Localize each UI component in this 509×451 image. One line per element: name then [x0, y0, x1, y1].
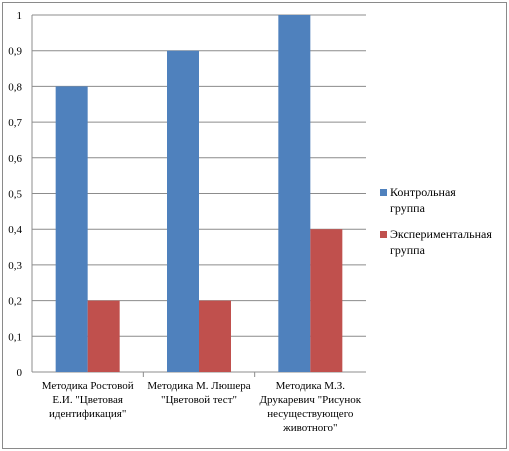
y-tick-label: 0,9: [8, 46, 22, 58]
legend-label: Контрольная: [390, 185, 456, 199]
legend-label: Экспериментальная: [390, 227, 492, 241]
bar: [87, 300, 120, 372]
bar: [310, 229, 343, 372]
y-tick-label: 0,8: [8, 81, 22, 93]
y-tick-label: 0,5: [8, 189, 22, 201]
x-category-label: идентификация": [49, 408, 126, 420]
y-tick-label: 0,1: [8, 331, 22, 343]
x-category-label: Методика Ростовой: [42, 380, 134, 392]
x-category-label: животного": [282, 422, 337, 434]
x-category-label: Методика М. Люшера: [147, 380, 250, 392]
x-category-label: "Цветовой тест": [161, 394, 237, 406]
x-category-label: Друкаревич "Рисунок: [260, 394, 362, 406]
legend-swatch: [380, 231, 387, 238]
x-category-label: Методика М.З.: [276, 380, 346, 392]
bar: [167, 50, 199, 372]
y-tick-label: 1: [17, 10, 23, 22]
bar: [199, 300, 231, 372]
bar: [278, 15, 311, 372]
legend-label: группа: [390, 243, 426, 257]
y-tick-label: 0,6: [8, 153, 22, 165]
legend-label: группа: [390, 201, 426, 215]
y-tick-label: 0,3: [8, 260, 22, 272]
bar: [55, 86, 88, 373]
y-tick-label: 0,4: [8, 224, 22, 236]
y-tick-label: 0,7: [8, 117, 22, 129]
y-tick-label: 0: [17, 367, 23, 379]
x-category-label: Е.И. "Цветовая: [52, 394, 123, 406]
y-tick-label: 0,2: [8, 296, 22, 308]
x-category-label: несуществующего: [267, 408, 354, 420]
legend-swatch: [380, 189, 387, 196]
